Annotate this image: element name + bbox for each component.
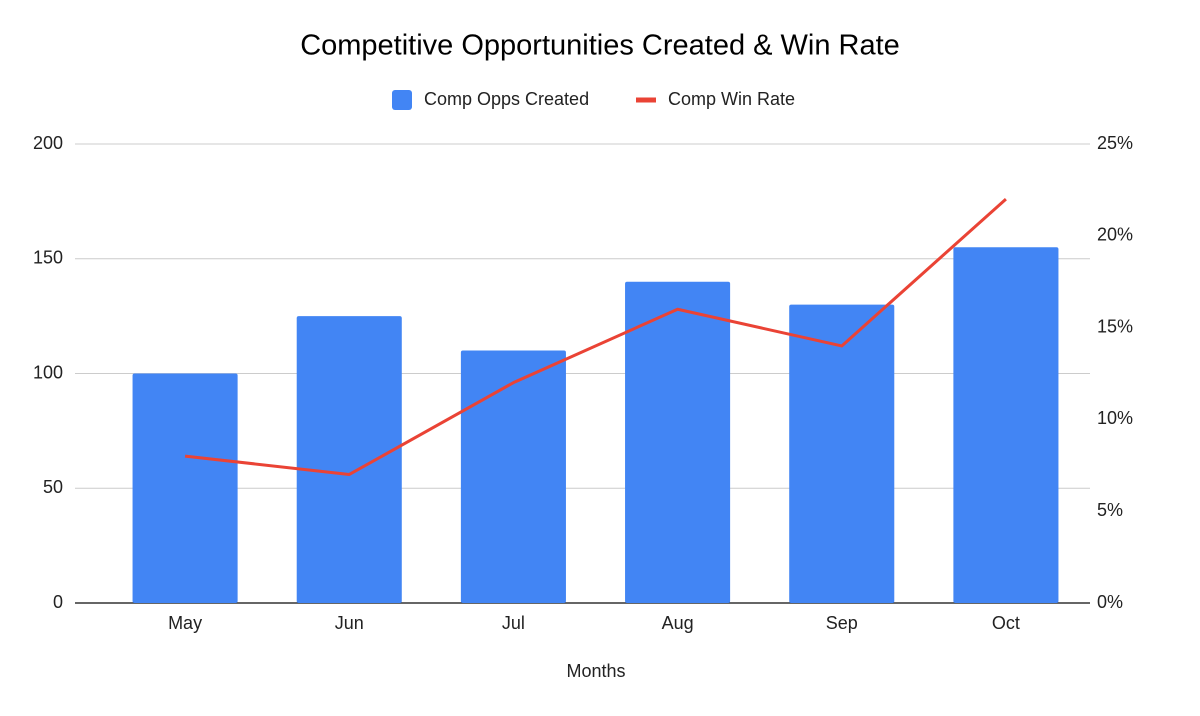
chart-title: Competitive Opportunities Created & Win … — [300, 30, 900, 62]
y2-tick-label: 10% — [1097, 408, 1133, 428]
y-tick-label: 0 — [53, 592, 63, 612]
y2-tick-label: 15% — [1097, 316, 1133, 336]
y-tick-label: 50 — [43, 477, 63, 497]
y2-tick-label: 25% — [1097, 133, 1133, 153]
y-tick-label: 200 — [33, 133, 63, 153]
y-tick-label: 150 — [33, 248, 63, 268]
bar — [953, 247, 1059, 603]
x-tick-label: Oct — [992, 613, 1020, 633]
x-axis-title: Months — [566, 661, 625, 681]
legend-label: Comp Opps Created — [424, 89, 589, 109]
x-tick-label: Jun — [335, 613, 364, 633]
x-tick-label: Sep — [826, 613, 858, 633]
legend-swatch — [392, 90, 412, 110]
bar — [132, 373, 238, 603]
y2-tick-label: 20% — [1097, 225, 1133, 245]
bar — [625, 281, 731, 603]
x-tick-label: Jul — [502, 613, 525, 633]
x-tick-label: Aug — [662, 613, 694, 633]
y2-tick-label: 0% — [1097, 592, 1123, 612]
bar — [296, 316, 402, 603]
bar — [789, 304, 895, 603]
legend-label: Comp Win Rate — [668, 89, 795, 109]
line — [184, 197, 1007, 476]
x-tick-label: May — [168, 613, 202, 633]
y2-tick-label: 5% — [1097, 500, 1123, 520]
bar — [460, 350, 566, 603]
y-tick-label: 100 — [33, 362, 63, 382]
